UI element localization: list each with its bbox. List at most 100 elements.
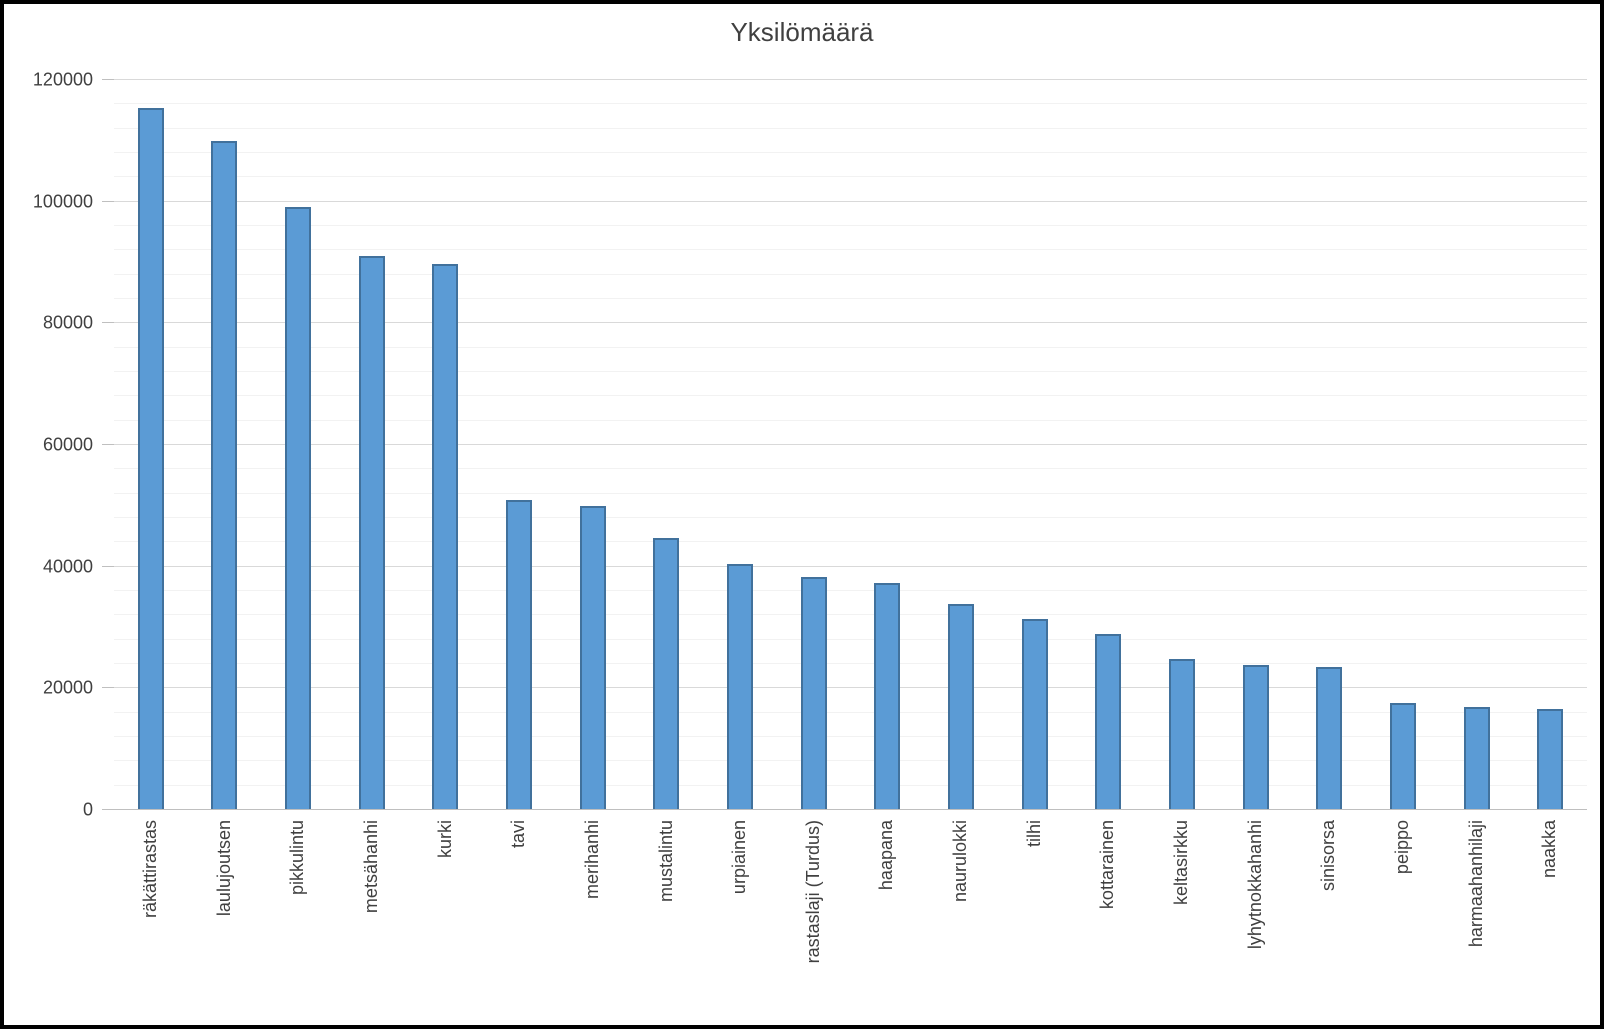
minor-gridline (114, 127, 1587, 129)
minor-gridline (114, 663, 1587, 664)
y-axis-tick-label: 40000 (42, 556, 93, 577)
major-gridline (114, 79, 1587, 80)
minor-gridline (114, 468, 1587, 470)
x-label-slot: tilhi (998, 820, 1072, 1025)
major-gridline (114, 444, 1587, 445)
minor-gridline (114, 736, 1587, 737)
x-label-slot: harmaahanhilaji (1440, 820, 1514, 1025)
bar-slot (188, 80, 262, 810)
x-label-slot: pikkulintu (261, 820, 335, 1025)
x-axis-category-label: metsähanhi (360, 820, 381, 914)
minor-gridline (114, 590, 1587, 591)
minor-gridline (114, 249, 1587, 251)
x-axis-category-label: laulujoutsen (213, 820, 234, 917)
minor-gridline (114, 176, 1587, 178)
chart-title: Yksilömäärä (730, 17, 874, 47)
x-label-slot: rastaslaji (Turdus) (777, 820, 851, 1025)
minor-gridline (114, 638, 1587, 640)
bar-slot (335, 80, 409, 810)
x-axis-category-label: mustalintu (655, 820, 676, 903)
bar-slot (409, 80, 483, 810)
minor-gridline (114, 517, 1587, 518)
x-axis-category-label: peippo (1392, 820, 1413, 875)
minor-gridline (114, 419, 1587, 421)
bars-container (114, 80, 1587, 810)
minor-gridline (114, 152, 1587, 153)
major-gridline (114, 565, 1587, 567)
bar-räkättirastas (137, 107, 164, 810)
x-axis-category-label: urpiainen (729, 820, 750, 895)
major-gridline (114, 200, 1587, 202)
y-axis-tick-mark (102, 79, 114, 80)
x-axis-category-label: harmaahanhilaji (1465, 820, 1486, 948)
bar-slot (998, 80, 1072, 810)
y-axis-tick-label: 20000 (42, 677, 93, 698)
x-axis-category-label: rastaslaji (Turdus) (802, 820, 823, 964)
x-axis-category-label: keltasirkku (1171, 820, 1192, 906)
bar-slot (1440, 80, 1514, 810)
x-axis-category-label: räkättirastas (139, 820, 160, 919)
x-axis-category-label: kurki (434, 820, 455, 859)
bar-sinisorsa (1316, 667, 1343, 810)
x-label-slot: keltasirkku (1145, 820, 1219, 1025)
minor-gridline (114, 541, 1587, 543)
bar-slot (630, 80, 704, 810)
minor-gridline (114, 103, 1587, 105)
minor-gridline (114, 760, 1587, 762)
y-axis-tick-mark (102, 565, 114, 567)
minor-gridline (114, 711, 1587, 713)
x-label-slot: metsähanhi (335, 820, 409, 1025)
y-axis-tick-label: 100000 (32, 191, 93, 212)
bar-tavi (506, 500, 533, 810)
y-axis-tick-label: 0 (82, 799, 93, 820)
x-label-slot: sinisorsa (1293, 820, 1367, 1025)
plot-area (102, 79, 1587, 810)
x-axis-category-label: lyhytnokkahanhi (1244, 820, 1265, 950)
bar-kurki (432, 263, 459, 810)
y-axis-tick-label: 60000 (42, 434, 93, 455)
bar-slot (1293, 80, 1367, 810)
minor-gridline (114, 784, 1587, 786)
x-label-slot: kottarainen (1072, 820, 1146, 1025)
bar-slot (1145, 80, 1219, 810)
y-axis-tick-label: 80000 (42, 312, 93, 333)
bar-slot (851, 80, 925, 810)
x-label-slot: tavi (482, 820, 556, 1025)
bar-slot (1366, 80, 1440, 810)
major-gridline (114, 687, 1587, 689)
bar-slot (556, 80, 630, 810)
minor-gridline (114, 614, 1587, 616)
bar-tilhi (1021, 618, 1048, 810)
bar-urpiainen (727, 564, 754, 810)
minor-gridline (114, 298, 1587, 299)
y-axis-tick-mark (102, 444, 114, 445)
x-label-slot: mustalintu (630, 820, 704, 1025)
minor-gridline (114, 492, 1587, 494)
bar-slot (924, 80, 998, 810)
x-axis-category-label: haapana (876, 820, 897, 891)
bar-slot (1219, 80, 1293, 810)
x-label-slot: naurulokki (924, 820, 998, 1025)
x-label-slot: lyhytnokkahanhi (1219, 820, 1293, 1025)
bar-slot (261, 80, 335, 810)
bar-harmaahanhilaji (1463, 706, 1490, 810)
bar-slot (114, 80, 188, 810)
x-label-slot: merihanhi (556, 820, 630, 1025)
bar-lyhytnokkahanhi (1242, 664, 1269, 810)
minor-gridline (114, 225, 1587, 226)
bar-peippo (1389, 702, 1416, 810)
bar-slot (482, 80, 556, 810)
bar-pikkulintu (285, 206, 312, 810)
bar-mustalintu (653, 538, 680, 810)
x-axis-category-label: pikkulintu (287, 820, 308, 896)
bar-haapana (874, 583, 901, 810)
bar-slot (703, 80, 777, 810)
x-label-slot: räkättirastas (114, 820, 188, 1025)
minor-gridline (114, 273, 1587, 275)
x-axis-category-label: tavi (508, 820, 529, 849)
major-gridline (114, 322, 1587, 324)
y-axis-tick-mark (102, 200, 114, 202)
x-label-slot: urpiainen (703, 820, 777, 1025)
bar-slot (1072, 80, 1146, 810)
x-label-slot: haapana (851, 820, 925, 1025)
